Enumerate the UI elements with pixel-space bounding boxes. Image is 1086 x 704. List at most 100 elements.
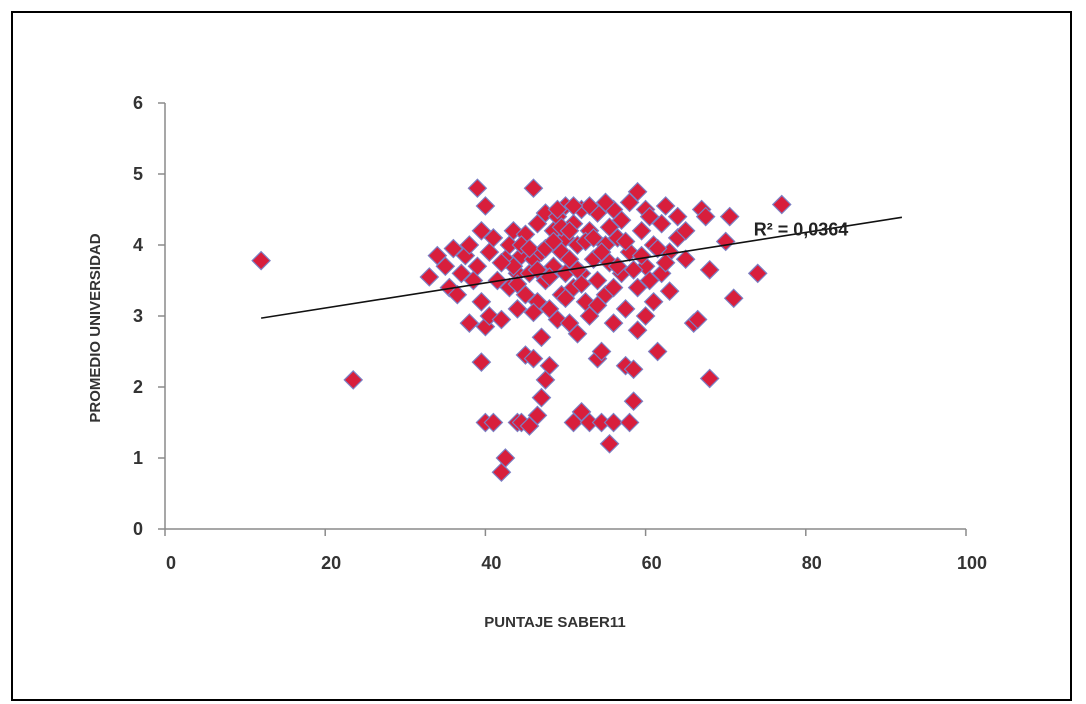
data-point (495, 448, 516, 468)
data-point (467, 256, 488, 277)
data-point (547, 199, 568, 220)
data-point (523, 178, 544, 199)
data-point (471, 352, 492, 372)
data-point (631, 245, 652, 266)
data-point (555, 288, 576, 309)
data-point (631, 220, 652, 241)
x-tick-label: 40 (481, 553, 501, 573)
data-point (687, 309, 708, 330)
data-point (643, 291, 664, 312)
data-point (603, 313, 624, 333)
data-point (459, 313, 480, 333)
data-point (715, 231, 736, 252)
data-point (507, 299, 528, 319)
data-point (567, 323, 588, 344)
data-point (479, 242, 500, 262)
data-point (719, 206, 740, 227)
data-point (675, 220, 696, 241)
x-axis-title: PUNTAJE SABER11 (484, 614, 625, 631)
data-point (435, 256, 456, 277)
y-tick-label: 6 (133, 93, 143, 113)
data-point (627, 181, 648, 202)
trendline (260, 216, 903, 319)
data-point (599, 217, 620, 238)
data-point (771, 194, 792, 215)
x-tick-label: 100 (957, 553, 987, 573)
data-point (595, 192, 616, 213)
y-tick-label: 2 (133, 377, 143, 397)
data-point (699, 368, 720, 389)
data-point (635, 306, 656, 326)
data-point (587, 295, 608, 316)
y-tick-label: 5 (133, 164, 143, 184)
x-tick-label: 80 (802, 553, 822, 573)
data-point (539, 355, 560, 376)
data-point (627, 320, 648, 341)
y-tick-label: 4 (133, 235, 143, 255)
data-point (603, 412, 624, 433)
data-point (675, 249, 696, 270)
data-point (655, 252, 676, 273)
data-point (451, 263, 472, 284)
data-point (667, 206, 688, 227)
data-point (535, 370, 556, 390)
data-point (623, 391, 644, 412)
data-point (747, 263, 768, 284)
y-axis-title: PROMEDIO UNIVERSIDAD (87, 233, 104, 422)
data-point (627, 277, 648, 298)
data-point (527, 405, 548, 426)
data-point (251, 250, 271, 271)
data-point (559, 220, 580, 241)
data-points (251, 178, 792, 483)
data-point (491, 309, 512, 330)
data-point (611, 210, 632, 230)
data-point (647, 238, 668, 259)
data-point (523, 302, 544, 323)
data-point (599, 433, 620, 454)
data-point (543, 231, 564, 252)
x-tick-label: 0 (166, 553, 176, 573)
data-point (587, 270, 608, 291)
data-point (531, 387, 552, 408)
data-point (591, 341, 612, 362)
x-tick-label: 20 (321, 553, 341, 573)
data-point (699, 260, 720, 280)
data-point (563, 196, 584, 216)
data-point (459, 235, 480, 255)
data-point (523, 348, 544, 369)
r-squared-label: R² = 0,0364 (754, 219, 849, 239)
data-point (647, 341, 668, 362)
data-point (467, 178, 488, 199)
data-point (343, 370, 364, 390)
data-point (623, 359, 644, 380)
data-point (639, 270, 660, 291)
data-point (583, 228, 604, 248)
chart-frame: 0 1 2 3 4 5 6 0 20 40 60 80 100 R² = 0,0364 PUNTAJE … (11, 11, 1072, 701)
data-point (443, 238, 464, 259)
y-tick-label: 0 (133, 519, 143, 539)
x-tick-label: 60 (642, 553, 662, 573)
data-point (615, 231, 636, 252)
data-point (623, 260, 644, 280)
data-point (507, 274, 528, 294)
data-point (619, 412, 640, 433)
data-point (471, 291, 492, 312)
data-point (603, 277, 624, 298)
data-point (659, 281, 680, 301)
data-point (615, 299, 636, 319)
data-point (531, 327, 552, 348)
y-tick-label: 1 (133, 448, 143, 468)
data-point (475, 196, 496, 216)
data-point (655, 196, 676, 216)
y-tick-label: 3 (133, 306, 143, 326)
data-point (483, 412, 504, 433)
data-point (483, 228, 504, 248)
data-point (491, 252, 512, 273)
data-point (447, 284, 468, 305)
data-point (571, 274, 592, 294)
data-point (651, 213, 672, 234)
data-point (471, 220, 492, 241)
data-point (519, 238, 540, 259)
